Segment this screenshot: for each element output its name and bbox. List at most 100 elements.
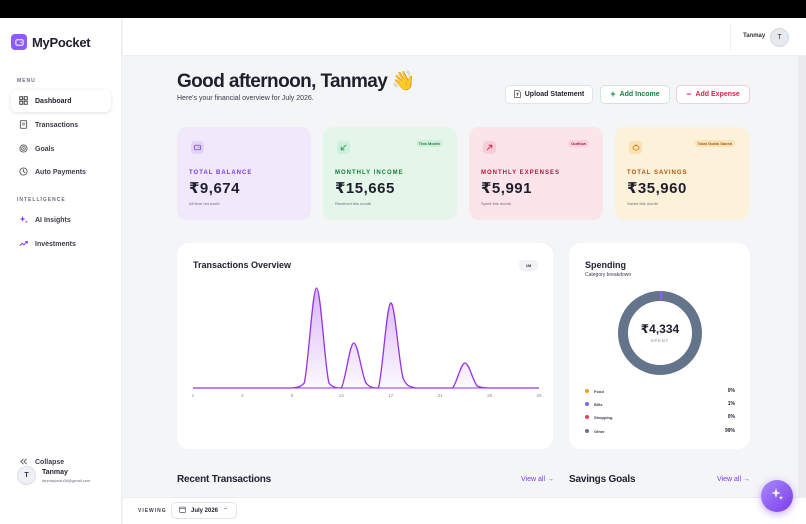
sidebar-item-auto-payments[interactable]: Auto Payments xyxy=(11,161,111,183)
x-tick-label: 25 xyxy=(487,393,493,398)
trend-up-icon xyxy=(19,239,28,250)
month-label: July 2026 xyxy=(191,507,219,514)
target-icon xyxy=(19,143,28,155)
wallet-icon xyxy=(191,141,204,154)
legend-pct: 1% xyxy=(727,401,735,407)
savings-view-all-link[interactable]: View all → xyxy=(717,476,750,483)
header-user-name: Tanmay xyxy=(743,33,766,39)
sidebar-item-investments[interactable]: Investments xyxy=(11,233,111,255)
legend-dot xyxy=(585,415,589,419)
recent-transactions-title: Recent Transactions xyxy=(177,474,272,485)
card-label: TOTAL BALANCE xyxy=(189,170,253,176)
header xyxy=(123,18,806,56)
card-value: ₹15,665 xyxy=(335,180,395,197)
legend-name: Food xyxy=(594,388,604,394)
spending-subtitle: Category breakdown xyxy=(585,272,632,278)
recent-view-all-link[interactable]: View all → xyxy=(521,476,554,483)
sparkle-icon xyxy=(769,486,785,507)
add-income-button[interactable]: + Add Income xyxy=(600,85,670,104)
sidebar-item-transactions[interactable]: Transactions xyxy=(11,114,111,136)
add-income-label: Add Income xyxy=(619,91,660,98)
range-selector[interactable]: 1M xyxy=(519,260,538,271)
card-subtext: Spent this month xyxy=(481,201,512,206)
spending-total: ₹4,334 xyxy=(640,322,680,336)
total-savings-card[interactable]: Total Goals Saved TOTAL SAVINGS ₹35,960 … xyxy=(615,127,749,220)
collapse-button[interactable]: Collapse xyxy=(11,451,111,473)
page-subtitle: Here's your financial overview for July … xyxy=(177,95,314,102)
spending-panel xyxy=(569,243,750,449)
upload-label: Upload Statement xyxy=(524,91,585,98)
card-label: MONTHLY EXPENSES xyxy=(481,170,561,176)
dashboard-icon xyxy=(19,95,28,107)
savings-goals-title: Savings Goals xyxy=(569,474,636,485)
transactions-overview-title: Transactions Overview xyxy=(193,260,292,270)
month-selector[interactable]: July 2026 ⌃ xyxy=(171,502,237,519)
sparkle-icon xyxy=(19,215,28,226)
plus-icon: + xyxy=(610,89,616,99)
card-badge: Total Goals Saved xyxy=(694,140,735,147)
sidebar-item-label: Investments xyxy=(35,240,76,248)
add-expense-label: Add Expense xyxy=(695,91,740,98)
legend-pct: 0% xyxy=(727,414,735,420)
scrollbar-track[interactable] xyxy=(798,56,806,497)
collapse-label: Collapse xyxy=(35,458,65,466)
card-label: TOTAL SAVINGS xyxy=(627,170,688,176)
sidebar-item-label: Auto Payments xyxy=(35,168,86,176)
card-value: ₹35,960 xyxy=(627,180,687,197)
transactions-chart: 1 5 9 13 17 21 25 29 xyxy=(192,287,542,398)
x-tick-label: 1 xyxy=(192,393,195,398)
sidebar-item-label: Goals xyxy=(35,145,55,153)
legend-item-bills: Bills 1% xyxy=(585,401,735,407)
series-line xyxy=(192,287,539,389)
legend-dot xyxy=(585,429,589,433)
donut-segment-bills xyxy=(618,291,702,375)
legend-name: Bills xyxy=(594,401,603,407)
sidebar-item-dashboard[interactable]: Dashboard xyxy=(11,90,111,112)
legend-pct: 99% xyxy=(724,428,735,434)
monthly-expenses-card[interactable]: Outflow MONTHLY EXPENSES ₹5,991 Spent th… xyxy=(469,127,603,220)
user-email: tanmayksdu08@gmail.com xyxy=(42,477,91,483)
piggy-bank-icon xyxy=(629,141,642,154)
sidebar-item-label: Transactions xyxy=(35,121,79,129)
card-badge: This Month xyxy=(415,140,443,147)
user-name: Tanmay xyxy=(42,468,68,476)
header-avatar[interactable]: T xyxy=(770,28,789,47)
file-upload-icon xyxy=(513,89,521,100)
x-tick-label: 9 xyxy=(291,393,294,398)
legend-item-food: Food 0% xyxy=(585,388,735,394)
spending-title: Spending xyxy=(585,260,626,270)
x-tick-label: 17 xyxy=(388,393,394,398)
total-balance-card[interactable]: TOTAL BALANCE ₹9,674 All time net worth xyxy=(177,127,311,220)
upload-statement-button[interactable]: Upload Statement xyxy=(505,85,593,104)
legend-dot xyxy=(585,402,589,406)
menu-section-label: MENU xyxy=(17,78,36,84)
header-divider xyxy=(730,24,731,50)
sidebar-item-ai-insights[interactable]: AI Insights xyxy=(11,209,111,231)
app-name: MyPocket xyxy=(32,34,91,50)
chevron-up-icon: ⌃ xyxy=(223,508,229,514)
viewing-label: VIEWING xyxy=(138,508,167,514)
arrow-down-left-icon xyxy=(337,141,350,154)
series-area xyxy=(193,288,539,388)
card-subtext: Received this month xyxy=(335,201,372,206)
sidebar-item-label: Dashboard xyxy=(35,97,72,105)
app-logo[interactable]: MyPocket xyxy=(11,34,91,50)
monthly-income-card[interactable]: This Month MONTHLY INCOME ₹15,665 Receiv… xyxy=(323,127,457,220)
ai-assistant-button[interactable] xyxy=(761,480,793,512)
legend-name: Shopping xyxy=(594,414,613,420)
sidebar-item-goals[interactable]: Goals xyxy=(11,138,111,160)
calendar-icon xyxy=(179,506,186,515)
card-subtext: Saved this month xyxy=(627,201,658,206)
receipt-icon xyxy=(19,119,28,131)
legend-pct: 0% xyxy=(727,388,735,394)
spending-donut xyxy=(618,291,702,375)
avatar: T xyxy=(17,466,36,485)
card-label: MONTHLY INCOME xyxy=(335,170,404,176)
add-expense-button[interactable]: − Add Expense xyxy=(676,85,750,104)
wallet-icon xyxy=(11,34,27,50)
card-badge: Outflow xyxy=(568,140,589,147)
sidebar-item-label: AI Insights xyxy=(35,216,71,224)
sidebar-user[interactable]: T Tanmay tanmayksdu08@gmail.com xyxy=(17,466,90,485)
legend-name: Other xyxy=(594,428,605,434)
x-tick-label: 29 xyxy=(536,393,542,398)
